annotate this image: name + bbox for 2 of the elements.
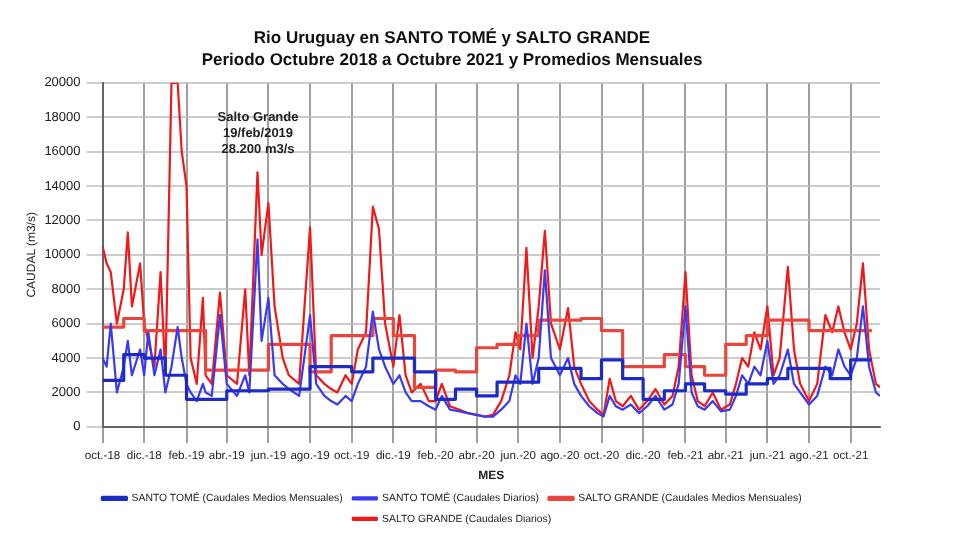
chart-subtitle: Periodo Octubre 2018 a Octubre 2021 y Promedios Mensuales — [201, 49, 703, 70]
chart-title: Rio Uruguay en SANTO TOMÉ y SALTO GRANDE — [253, 26, 651, 47]
